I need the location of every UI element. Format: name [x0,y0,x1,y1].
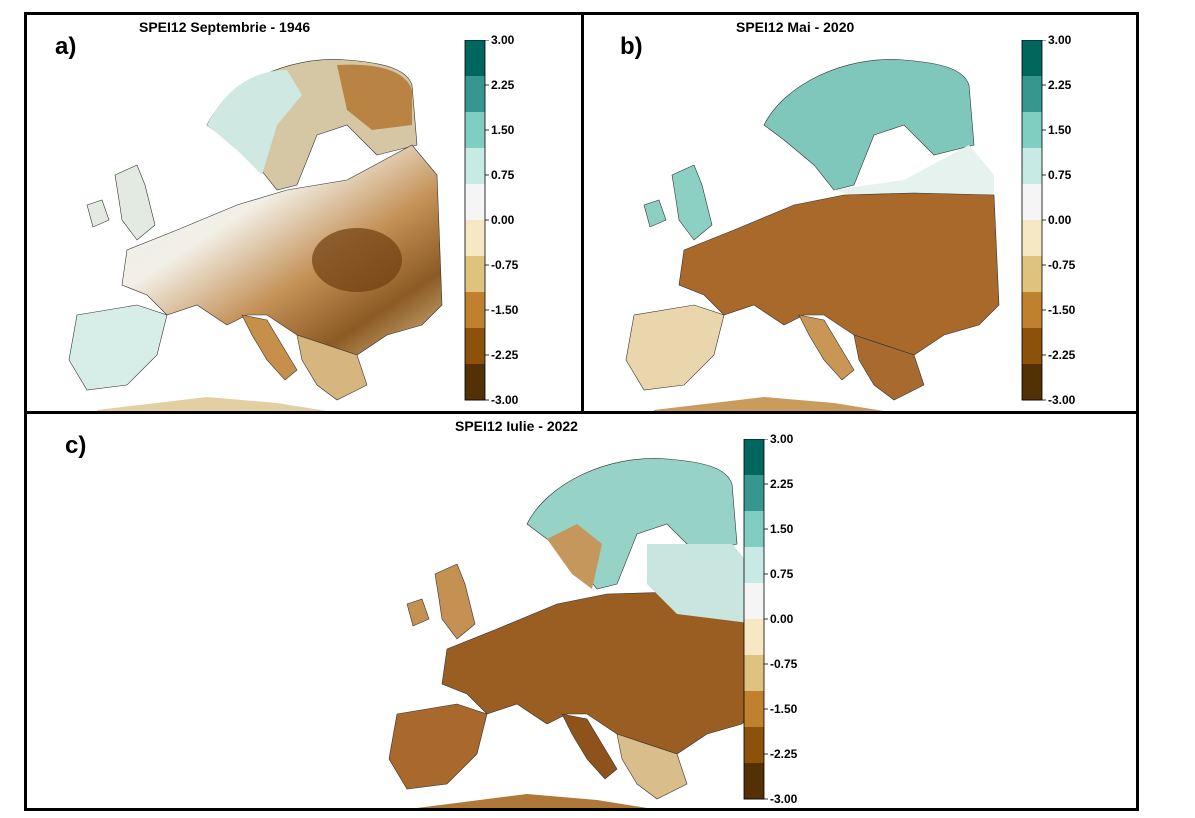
colorbar-swatch [744,763,764,800]
italy [798,314,855,381]
colorbar-swatch [744,691,764,728]
scandinavia-dry [337,64,412,130]
colorbar-swatch [744,583,764,620]
colorbar-swatch [465,256,485,293]
colorbar-swatch [465,220,485,257]
baltic-area [834,145,994,205]
colorbar-swatch [465,148,485,185]
colorbar-swatch [744,475,764,512]
italy [241,314,298,381]
british-isles [86,164,156,241]
colorbar-swatch [465,40,485,77]
balkans [616,733,688,800]
british-isles [406,563,476,640]
panel-b: b) SPEI12 Mai - 2020 3.00 2.25 1.50 0.75 0.0… [584,15,1136,411]
panel-a-label: a) [55,33,77,60]
colorbar-tick-label: -1.50 [491,303,519,317]
map-europe-2022 [388,458,763,808]
colorbar-tick-label: -2.25 [1048,348,1076,362]
panel-b-label: b) [620,33,643,60]
drought-core [312,228,402,292]
colorbar-tick-label: 3.00 [491,33,515,47]
colorbar-tick-label: -0.75 [1048,258,1076,272]
colorbar-a-ramp [464,40,489,401]
colorbar-tick-label: -0.75 [770,657,798,671]
colorbar-swatch [744,511,764,548]
colorbar-swatch [1022,364,1042,401]
colorbar-tick-label: 0.75 [770,567,794,581]
colorbar-swatch [744,547,764,584]
colorbar-tick-label: 1.50 [770,522,794,536]
colorbar-tick-label: 2.25 [1048,78,1072,92]
southern-sweden-dry [547,524,602,589]
colorbar-tick-label: 0.00 [770,612,794,626]
colorbar-c: 3.00 2.25 1.50 0.75 0.00 -0.75 -1.50 -2.25 -3.00 [742,432,822,806]
north-africa [97,397,327,411]
colorbar-tick-label: 3.00 [770,432,794,446]
colorbar-swatch [1022,112,1042,149]
colorbar-c-ramp [743,439,768,800]
panel-b-title: SPEI12 Mai - 2020 [736,19,855,35]
iberia [625,304,725,391]
colorbar-b: 3.00 2.25 1.50 0.75 0.00 -0.75 -1.50 -2.25 -3.00 [1020,33,1100,407]
panel-a: a) SPEI12 Septembrie - 1946 3.00 2.25 1.50… [27,15,581,411]
colorbar-swatch [465,364,485,401]
colorbar-tick-label: 0.75 [1048,168,1072,182]
colorbar-tick-label: 0.00 [1048,213,1072,227]
italy [561,713,618,780]
british-isles [643,164,713,241]
colorbar-tick-label: 1.50 [1048,123,1072,137]
map-europe-1946 [68,59,443,411]
colorbar-swatch [744,619,764,656]
colorbar-tick-label: -2.25 [770,747,798,761]
iberia [68,304,168,391]
eastern-wet-area [647,544,757,624]
colorbar-swatch [1022,256,1042,293]
north-africa [654,397,884,411]
colorbar-tick-label: -2.25 [491,348,519,362]
colorbar-swatch [744,439,764,476]
colorbar-tick-label: 3.00 [1048,33,1072,47]
colorbar-swatch [744,655,764,692]
colorbar-swatch [1022,40,1042,77]
colorbar-swatch [465,328,485,365]
colorbar-a: 3.00 2.25 1.50 0.75 0.00 -0.75 -1.50 -2.25 -3.00 [463,33,543,407]
colorbar-tick-label: -3.00 [1048,393,1076,407]
panel-c: c) SPEI12 Iulie - 2022 3.00 2.25 1.50 0.75 0… [27,414,1136,808]
colorbar-tick-label: -0.75 [491,258,519,272]
colorbar-tick-label: -3.00 [491,393,519,407]
colorbar-swatch [465,76,485,113]
colorbar-tick-label: 2.25 [491,78,515,92]
colorbar-tick-label: -1.50 [770,702,798,716]
continental-europe [678,192,1000,356]
colorbar-b-ramp [1021,40,1046,401]
colorbar-swatch [1022,76,1042,113]
colorbar-swatch [1022,184,1042,221]
colorbar-swatch [1022,220,1042,257]
colorbar-swatch [1022,328,1042,365]
colorbar-tick-label: 2.25 [770,477,794,491]
colorbar-tick-label: 0.00 [491,213,515,227]
balkans [296,334,368,401]
balkans [853,334,925,401]
colorbar-swatch [1022,292,1042,329]
colorbar-swatch [744,727,764,764]
panel-a-title: SPEI12 Septembrie - 1946 [139,19,311,35]
colorbar-swatch [465,292,485,329]
scandinavia-teal [207,70,302,175]
scandinavia-landmass [763,59,975,191]
colorbar-tick-label: 0.75 [491,168,515,182]
panel-c-label: c) [65,432,87,459]
colorbar-tick-label: -1.50 [1048,303,1076,317]
north-africa [417,794,647,808]
map-europe-2020 [625,59,1000,411]
colorbar-swatch [465,112,485,149]
colorbar-swatch [465,184,485,221]
panel-c-title: SPEI12 Iulie - 2022 [455,418,578,434]
iberia [388,703,488,790]
colorbar-tick-label: -3.00 [770,792,798,806]
colorbar-tick-label: 1.50 [491,123,515,137]
colorbar-swatch [1022,148,1042,185]
